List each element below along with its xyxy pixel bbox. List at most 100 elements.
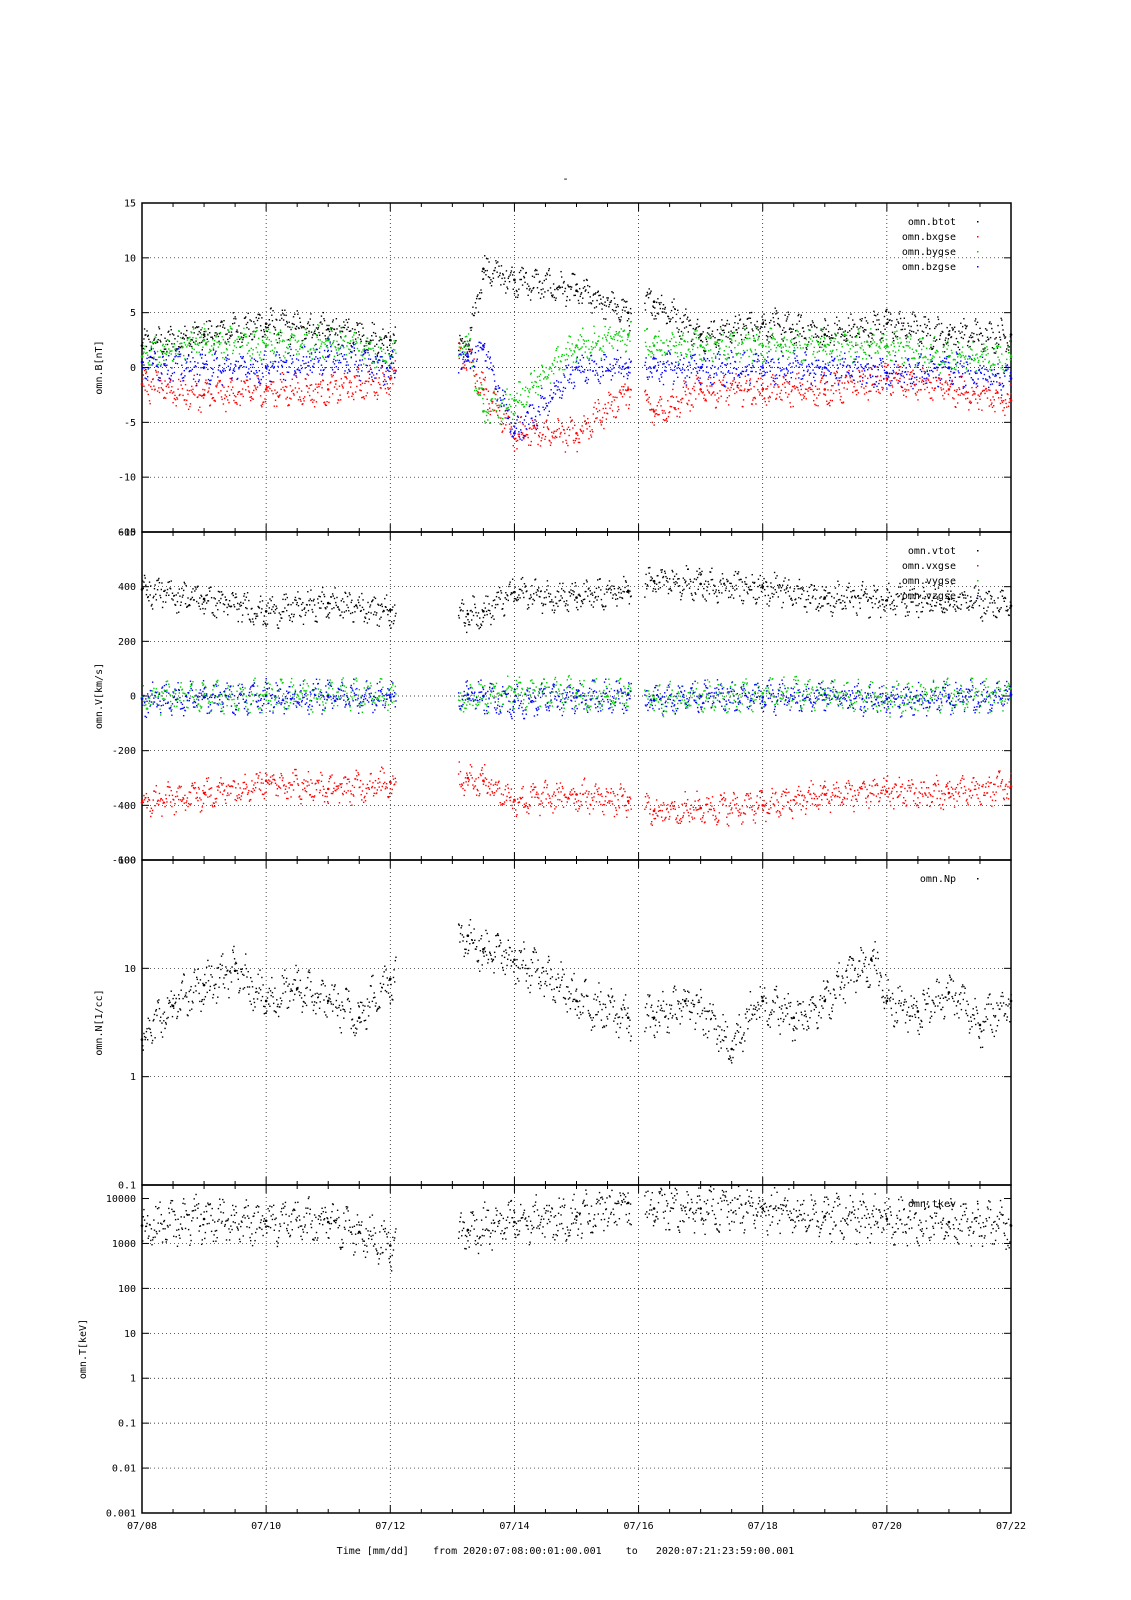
sample-point [484,376,487,379]
sample-point [240,393,242,395]
sample-point [506,410,509,412]
sample-point [233,317,235,320]
sample-point [827,330,830,333]
sample-point [610,404,613,406]
sample-point [339,347,341,350]
sample-point [765,334,768,337]
sample-point [267,326,269,329]
sample-point [842,401,845,403]
sample-point [176,349,178,351]
sample-point [336,352,338,354]
sample-point [332,341,334,344]
sample-point [806,348,808,351]
sample-point [276,351,278,353]
sample-point [354,391,357,393]
sample-point [808,341,810,343]
sample-point [541,282,544,284]
sample-point [775,310,778,312]
sample-point [529,427,531,429]
sample-point [332,374,334,377]
sample-point [345,319,347,321]
sample-point [900,328,902,331]
sample-point [374,345,376,347]
sample-point [736,368,738,371]
sample-point [626,319,629,322]
sample-point [232,352,234,355]
sample-point [908,332,910,334]
sample-point [849,348,852,350]
sample-point [313,332,315,334]
sample-point [568,381,570,384]
sample-point [346,345,348,347]
sample-point [914,392,917,395]
sample-point [660,405,662,407]
sample-point [573,294,575,297]
sample-point [772,358,774,360]
sample-point [171,386,173,388]
sample-point [283,340,285,342]
sample-point [516,439,519,442]
sample-point [714,357,717,359]
sample-point [241,344,244,347]
sample-point [815,366,817,368]
sample-point [312,358,314,360]
sample-point [184,399,186,401]
sample-point [963,362,965,365]
sample-point [684,377,686,379]
sample-point [551,296,554,298]
sample-point [727,331,730,333]
sample-point [354,328,356,331]
sample-point [182,394,184,397]
sample-point [187,337,190,339]
sample-point [506,417,508,419]
sample-point [819,342,821,344]
sample-point [218,381,221,383]
sample-point [782,355,784,357]
sample-point [793,385,796,387]
sample-point [790,328,793,330]
sample-point [511,428,513,430]
sample-point [526,287,528,290]
sample-point [244,317,246,319]
sample-point [488,403,490,405]
sample-point [596,417,598,419]
sample-point [647,349,649,351]
sample-point [818,367,820,370]
sample-point [318,334,321,336]
sample-point [281,309,284,312]
sample-point [274,399,277,401]
sample-point [994,392,997,395]
sample-point [719,381,722,383]
sample-point [153,338,156,340]
sample-point [802,347,804,349]
sample-point [660,376,663,378]
sample-point [523,275,525,278]
sample-point [189,405,191,408]
sample-point [842,402,844,404]
sample-point [385,367,388,370]
sample-point [953,368,956,370]
sample-point [310,313,312,315]
sample-point [534,427,537,429]
sample-point [377,394,379,396]
sample-point [956,356,959,358]
sample-point [988,322,991,325]
sample-point [736,354,738,356]
sample-point [173,371,176,374]
sample-point [281,364,283,367]
sample-point [179,336,182,339]
sample-point [904,350,906,352]
sample-point [261,363,263,365]
sample-point [606,340,608,342]
sample-point [700,358,703,360]
sample-point [761,395,763,397]
sample-point [682,386,685,389]
sample-point [739,319,741,321]
sample-point [461,367,463,369]
sample-point [313,399,315,401]
sample-point [271,319,274,322]
sample-point [366,344,368,347]
sample-point [206,338,208,340]
sample-point [829,361,831,363]
sample-point [338,399,340,401]
